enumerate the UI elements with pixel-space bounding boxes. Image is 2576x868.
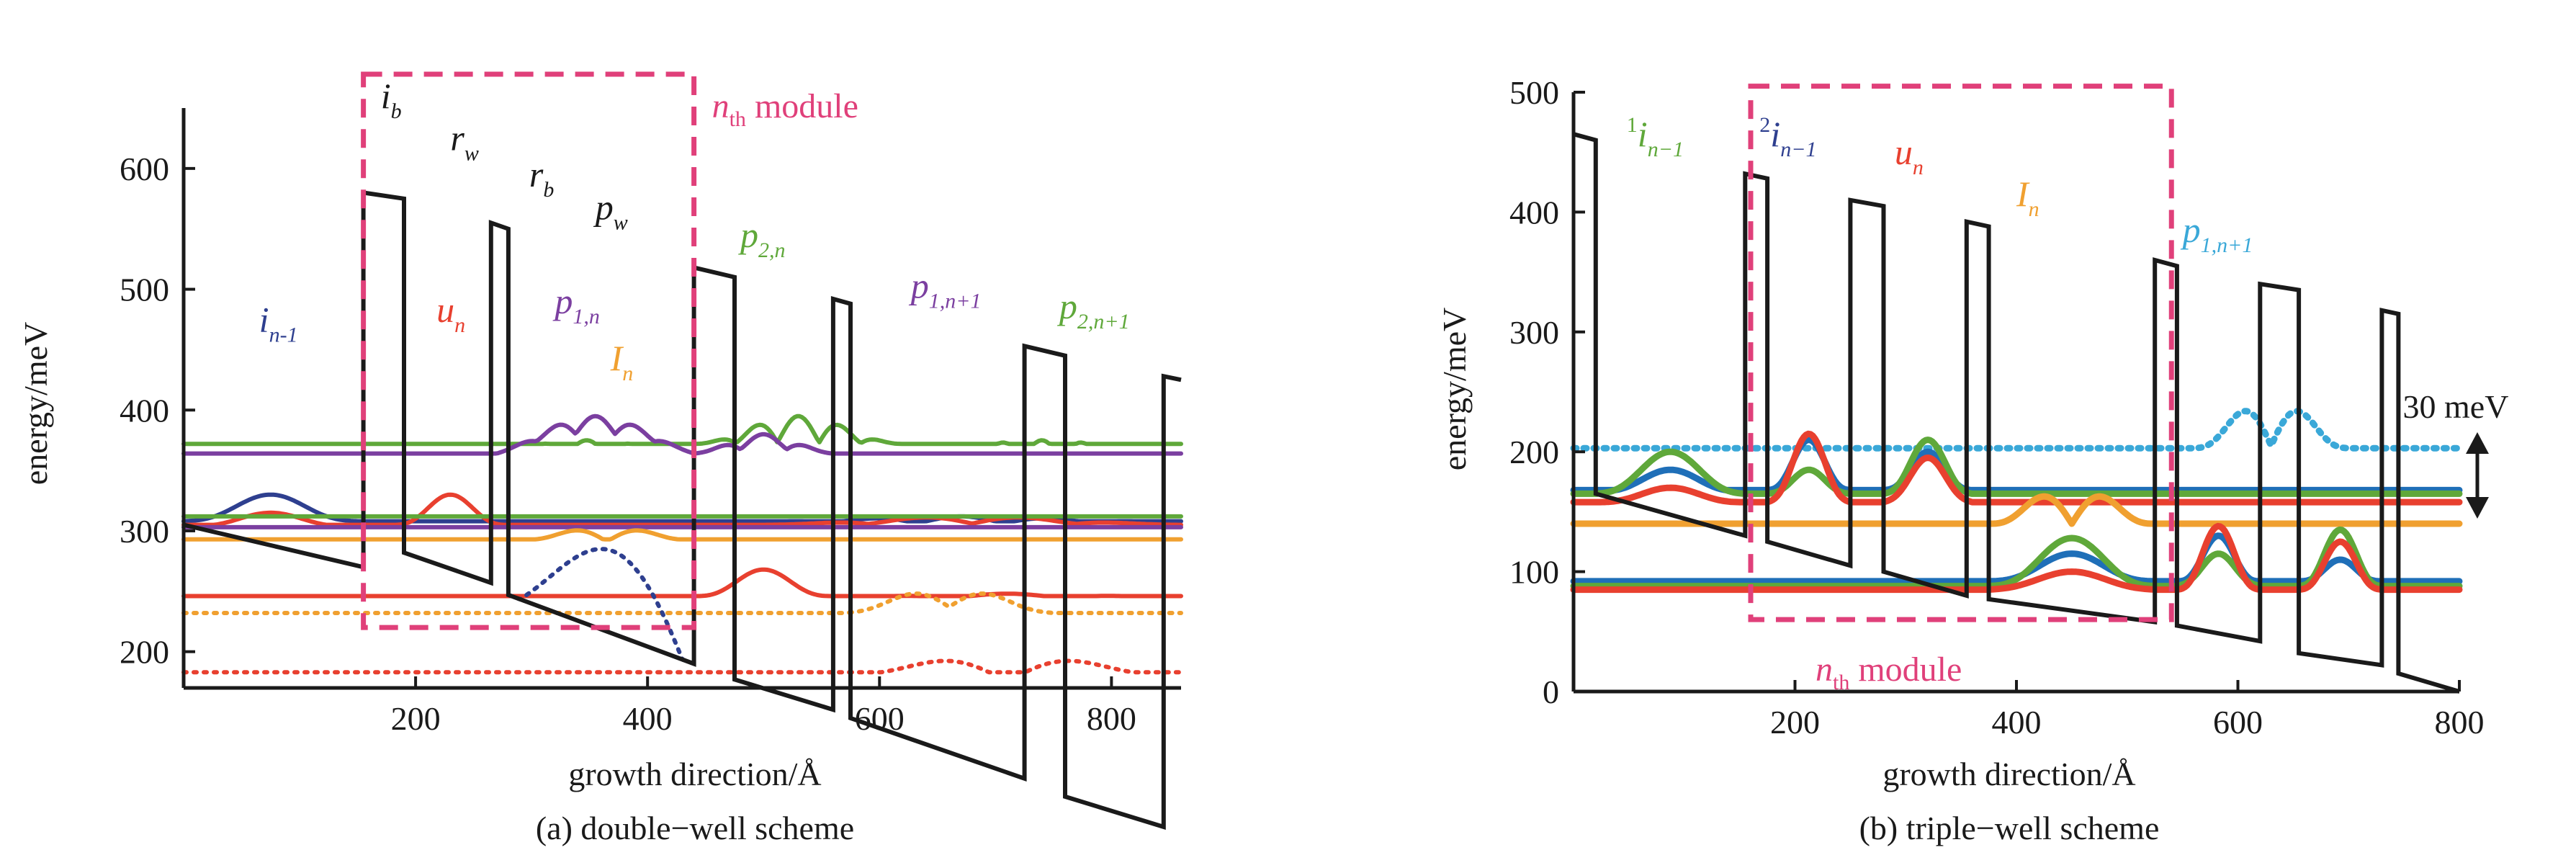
panel-b-state-label: un (1895, 132, 1924, 179)
panel-a-state-label: rb (529, 154, 554, 202)
panel-a-xtick-label: 200 (391, 700, 441, 737)
panel-b-xtick-label: 200 (1770, 704, 1820, 741)
panel-a-state-label: rw (450, 118, 478, 166)
panel-a-series-1 (181, 413, 1183, 456)
module-label-sub: th (730, 107, 746, 131)
panel-b-series-2 (1570, 437, 2463, 497)
double-arrow-icon (2466, 432, 2489, 519)
panel-a-state-label: p2,n (738, 215, 786, 262)
panel-b-xtick-label: 600 (2213, 704, 2263, 741)
panel-b-module-label: nth module (1816, 650, 1962, 694)
panel-a-state-label: p2,n+1 (1057, 286, 1130, 334)
panel-b-30mev-annotation: 30 meV (2403, 388, 2509, 425)
panel-a: 200 400 600 800 200 300 400 500 600 ib rw rb pw in-1… (17, 71, 1183, 846)
panel-b-ytick-label: 200 (1509, 434, 1559, 470)
panel-b-axes: 200 400 600 800 0 100 200 300 400 500 (1509, 74, 2485, 741)
panel-a-series-2 (181, 492, 1183, 524)
panel-a-ytick-label: 400 (120, 392, 169, 429)
panel-b-caption: (b) triple−well scheme (1859, 810, 2160, 846)
panel-b-y-axis-label: energy/meV (1436, 308, 1473, 471)
panel-a-labels: ib rw rb pw in-1 un p1,nIn p2,n p1,n+1 p2,n+1 (259, 76, 1130, 385)
panel-b-series-4 (1570, 493, 2463, 527)
panel-a-series-6 (181, 528, 1183, 542)
panel-b-state-label: 1in−1 (1627, 113, 1684, 161)
panel-a-state-label: un (436, 290, 465, 337)
panel-a-xtick-label: 800 (1087, 700, 1136, 737)
panel-b-band-profile (1573, 132, 2460, 694)
panel-b-ytick-label: 300 (1509, 314, 1559, 351)
panel-a-caption: (a) double−well scheme (536, 810, 854, 846)
panel-a-series-9 (506, 547, 696, 666)
panel-b-ytick-label: 500 (1509, 74, 1559, 111)
panel-a-ytick-label: 600 (120, 151, 169, 187)
panel-b-labels: 1in−1 2in−1 un In p1,n+1 (1627, 113, 2253, 257)
panel-a-module-box (361, 71, 697, 630)
panel-a-state-label: ib (381, 76, 402, 123)
panel-a-series-10 (181, 658, 1183, 675)
module-label-suffix: module (1849, 650, 1962, 689)
panel-a-module-label: nth module (712, 87, 858, 131)
panel-b-state-label: 2in−1 (1759, 113, 1816, 161)
module-label-suffix: module (746, 87, 858, 125)
module-label-prefix: n (712, 87, 730, 125)
panel-a-axes: 200 400 600 800 200 300 400 500 600 (120, 108, 1181, 737)
panel-b-band-path (1573, 132, 2460, 694)
panel-b: 200 400 600 800 0 100 200 300 400 500 1in−1 2in−1 u… (1436, 74, 2508, 846)
panel-b-state-label: p1,n+1 (2181, 210, 2253, 257)
panel-a-state-label: pw (593, 187, 628, 234)
panel-a-series-7 (181, 567, 1183, 599)
panel-b-ytick-label: 100 (1509, 554, 1559, 591)
panel-a-ytick-label: 500 (120, 272, 169, 308)
panel-a-xtick-label: 600 (855, 700, 905, 737)
panel-a-module-rect (361, 71, 697, 630)
panel-a-band-profile (183, 189, 1182, 830)
panel-a-series-8 (181, 591, 1183, 615)
panel-a-state-label: In (610, 338, 634, 385)
panel-b-series-7 (1570, 522, 2463, 594)
panel-a-y-axis-label: energy/meV (17, 322, 54, 486)
panel-a-state-label: p1,n (552, 281, 600, 328)
panel-a-series-layer (181, 413, 1183, 675)
panel-a-ytick-label: 200 (120, 634, 169, 671)
panel-b-xtick-label: 400 (1992, 704, 2042, 741)
module-label-prefix: n (1816, 650, 1833, 689)
panel-b-series-0 (1570, 408, 2463, 452)
panel-a-x-axis-label: growth direction/Å (568, 756, 821, 792)
module-label-sub: th (1833, 671, 1849, 694)
panel-b-state-label: In (2016, 174, 2039, 221)
panel-b-x-axis-label: growth direction/Å (1882, 756, 2135, 792)
panel-a-state-label: in-1 (259, 299, 298, 346)
panel-a-band-path (183, 189, 1182, 830)
panel-a-state-label: p1,n+1 (909, 265, 982, 313)
panel-b-module-box (1748, 84, 2174, 622)
panel-a-series-0 (181, 413, 1183, 447)
panel-b-series-3 (1570, 430, 2463, 506)
panel-a-xtick-label: 400 (623, 700, 673, 737)
panel-a-ytick-label: 300 (120, 513, 169, 550)
panel-b-series-layer (1570, 408, 2463, 594)
panel-b-ytick-label: 400 (1509, 194, 1559, 231)
panel-b-xtick-label: 800 (2435, 704, 2485, 741)
panel-b-module-rect (1748, 84, 2174, 622)
panel-b-ytick-label: 0 (1543, 674, 1559, 710)
